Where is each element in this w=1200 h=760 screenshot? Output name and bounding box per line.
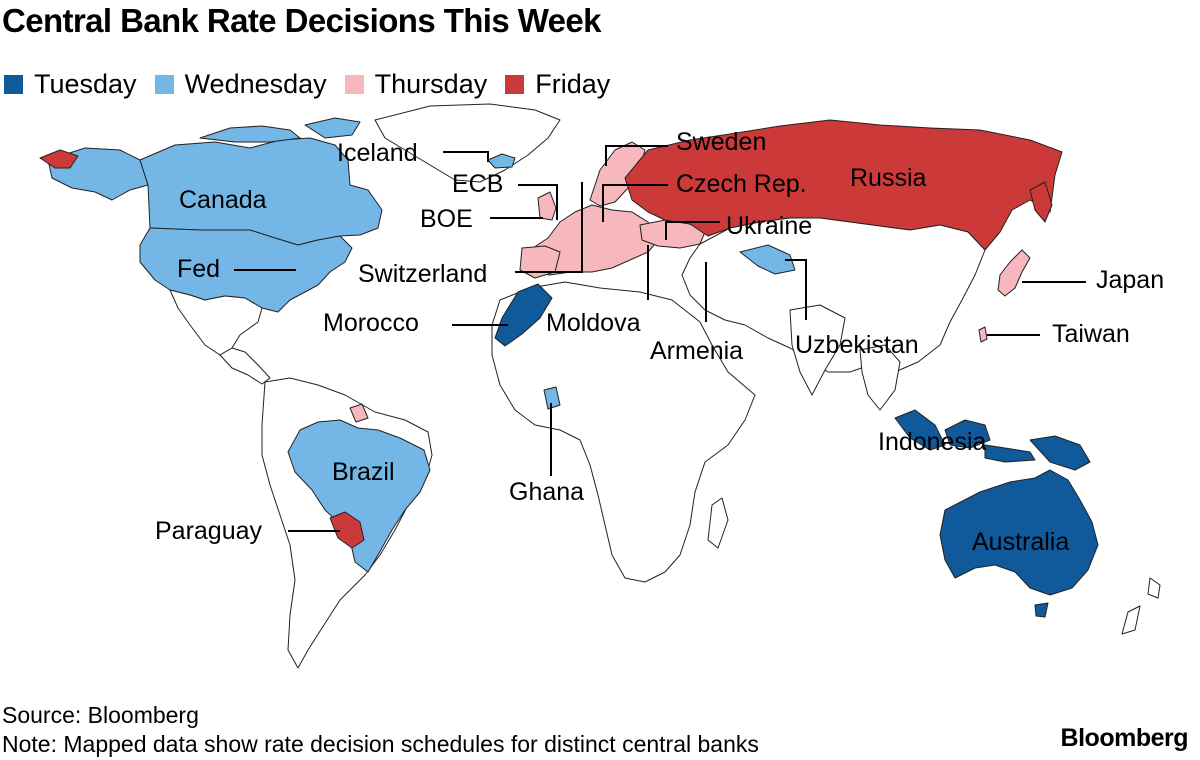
- region-uzbekistan: [739, 244, 796, 275]
- label-australia: Australia: [972, 528, 1069, 556]
- label-iceland: Iceland: [337, 139, 418, 167]
- region-japan: [997, 249, 1031, 297]
- legend-label-thursday: Thursday: [374, 68, 488, 99]
- region-iceland: [487, 153, 516, 169]
- legend-swatch-tuesday: [4, 74, 23, 94]
- region-se-asia: [859, 344, 901, 411]
- legend-swatch-wednesday: [154, 74, 174, 94]
- region-madagascar: [707, 497, 729, 549]
- region-russia: [624, 119, 1063, 251]
- region-chukotka: [39, 149, 79, 169]
- legend: Tuesday Wednesday Thursday Friday: [4, 68, 628, 100]
- label-armenia: Armenia: [650, 337, 743, 365]
- legend-swatch-friday: [505, 74, 525, 94]
- label-ecb: ECB: [452, 170, 503, 198]
- label-moldova: Moldova: [546, 309, 641, 337]
- label-sweden: Sweden: [676, 128, 766, 156]
- label-indonesia: Indonesia: [878, 428, 987, 456]
- leader-switzerland: [515, 182, 583, 273]
- region-new-zealand: [1121, 577, 1161, 635]
- source-note: Source: Bloomberg: [2, 702, 199, 728]
- leader-uzbekistan: [785, 259, 807, 320]
- label-brazil: Brazil: [332, 458, 395, 486]
- footnote: Note: Mapped data show rate decision sch…: [2, 731, 759, 757]
- region-africa: [491, 281, 756, 583]
- label-uzbekistan: Uzbekistan: [795, 331, 919, 359]
- label-ukraine: Ukraine: [726, 212, 812, 240]
- leader-czech: [602, 184, 668, 222]
- label-fed: Fed: [177, 255, 220, 283]
- region-taiwan: [978, 326, 988, 343]
- leader-ukraine: [665, 221, 720, 240]
- region-ghana: [543, 386, 561, 410]
- region-paraguay: [329, 511, 365, 549]
- region-guiana: [349, 403, 369, 423]
- leader-ecb: [518, 184, 558, 220]
- region-india: [789, 304, 846, 396]
- legend-label-friday: Friday: [535, 68, 611, 99]
- region-central-america: [219, 347, 271, 385]
- label-japan: Japan: [1096, 266, 1164, 294]
- legend-item-wednesday: Wednesday: [154, 68, 327, 100]
- chart-title: Central Bank Rate Decisions This Week: [2, 2, 602, 39]
- bloomberg-logo: Bloomberg: [1060, 724, 1189, 752]
- label-taiwan: Taiwan: [1052, 320, 1130, 348]
- label-paraguay: Paraguay: [155, 517, 263, 545]
- legend-item-friday: Friday: [505, 69, 610, 100]
- legend-swatch-thursday: [344, 74, 364, 94]
- label-morocco: Morocco: [323, 309, 419, 337]
- legend-item-thursday: Thursday: [344, 68, 488, 100]
- label-ghana: Ghana: [509, 478, 584, 506]
- leader-sweden: [605, 145, 668, 166]
- region-australia: [939, 469, 1099, 596]
- label-canada: Canada: [179, 186, 267, 214]
- legend-label-wednesday: Wednesday: [184, 68, 327, 99]
- region-brazil: [287, 419, 431, 573]
- canada-arctic-islands: [199, 117, 361, 143]
- region-mexico: [169, 289, 263, 356]
- legend-item-tuesday: Tuesday: [4, 69, 137, 100]
- label-switzerland: Switzerland: [358, 260, 487, 288]
- leader-iceland: [443, 151, 489, 162]
- label-russia: Russia: [850, 164, 927, 192]
- region-indonesia: [894, 409, 1091, 471]
- world-map: Iceland Canada Fed ECB BOE Switzerland S…: [39, 103, 1164, 669]
- label-boe: BOE: [420, 205, 473, 233]
- region-tasmania: [1034, 602, 1049, 618]
- legend-label-tuesday: Tuesday: [34, 68, 137, 99]
- region-uk: [537, 191, 557, 221]
- region-kamchatka: [1029, 181, 1053, 223]
- label-czech: Czech Rep.: [676, 170, 807, 198]
